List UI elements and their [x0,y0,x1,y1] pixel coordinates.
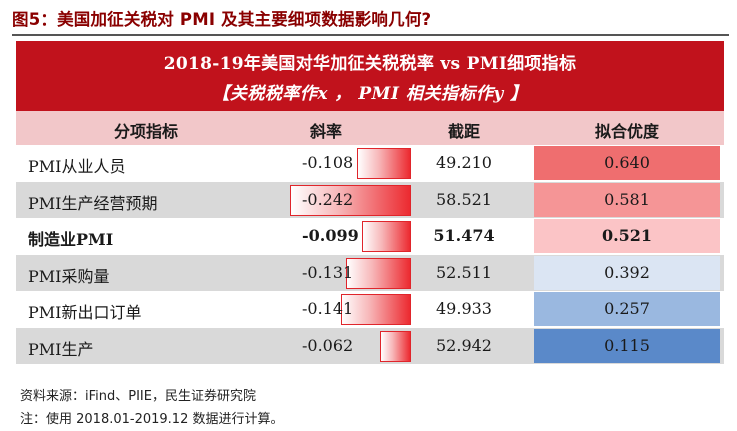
goodness-of-fit-cell: 0.581 [534,182,720,217]
table-row: PMI新出口订单 -0.141 49.933 0.257 [16,291,724,327]
title-divider [12,34,729,36]
header-intercept: 截距 [447,122,480,141]
intercept-value: 49.933 [436,299,492,318]
slope-value: -0.108 [302,153,354,172]
intercept-value: 51.474 [433,226,495,245]
slope-data-bar [380,330,411,362]
header-slope: 斜率 [309,122,342,141]
intercept-value: 49.210 [436,153,492,172]
goodness-of-fit-value: 0.257 [604,299,650,318]
table-row: PMI生产经营预期 -0.242 58.521 0.581 [16,181,724,218]
indicator-name: PMI新出口订单 [28,303,142,322]
indicator-name: 制造业PMI [28,230,114,249]
calculation-note: 注：使用 2018.01-2019.12 数据进行计算。 [20,412,284,427]
header-indicator: 分项指标 [113,122,178,141]
slope-value: -0.131 [302,262,354,282]
slope-value: -0.062 [302,335,354,355]
goodness-of-fit-cell: 0.521 [534,219,720,253]
goodness-of-fit-cell: 0.115 [534,328,720,363]
indicator-name: PMI从业人员 [28,157,126,176]
indicator-name: PMI采购量 [28,266,110,286]
source-note: 资料来源：iFind、PIIE，民生证券研究院 [20,389,256,404]
slope-data-bar [345,257,411,289]
figure-title: 图5：美国加征关税对 PMI 及其主要细项数据影响几何? [12,10,432,29]
table-header: 分项指标 斜率 截距 拟合优度 [16,111,724,145]
table-row: 制造业PMI -0.099 51.474 0.521 [16,218,724,254]
goodness-of-fit-cell: 0.257 [534,292,720,326]
goodness-of-fit-value: 0.521 [601,226,653,245]
banner-title: 2018-19年美国对华加征关税税率 vs PMI细项指标 [163,54,577,74]
slope-data-bar [357,148,411,179]
goodness-of-fit-value: 0.581 [604,189,650,209]
table-row: PMI采购量 -0.131 52.511 0.392 [16,254,724,291]
table-row: PMI生产 -0.062 52.942 0.115 [16,327,724,364]
slope-data-bar [361,221,411,252]
intercept-value: 58.521 [436,189,492,209]
intercept-value: 52.511 [436,262,492,282]
goodness-of-fit-value: 0.640 [604,153,650,172]
goodness-of-fit-cell: 0.392 [534,255,720,290]
intercept-value: 52.942 [436,335,492,355]
goodness-of-fit-cell: 0.640 [534,146,720,180]
table-banner: 2018-19年美国对华加征关税税率 vs PMI细项指标 【关税税率作x ， … [16,41,724,111]
goodness-of-fit-value: 0.115 [604,335,650,355]
table-row: PMI从业人员 -0.108 49.210 0.640 [16,145,724,181]
slope-value: -0.242 [302,189,354,209]
indicator-name: PMI生产经营预期 [28,193,158,213]
banner-subtitle: 【关税税率作x ， PMI 相关指标作y 】 [212,84,528,104]
header-goodness-of-fit: 拟合优度 [594,122,659,141]
goodness-of-fit-value: 0.392 [604,262,650,282]
slope-value: -0.141 [302,299,354,318]
slope-data-bar [340,294,411,325]
slope-data-bar [290,184,411,216]
slope-value: -0.099 [302,226,359,245]
indicator-name: PMI生产 [28,339,94,359]
